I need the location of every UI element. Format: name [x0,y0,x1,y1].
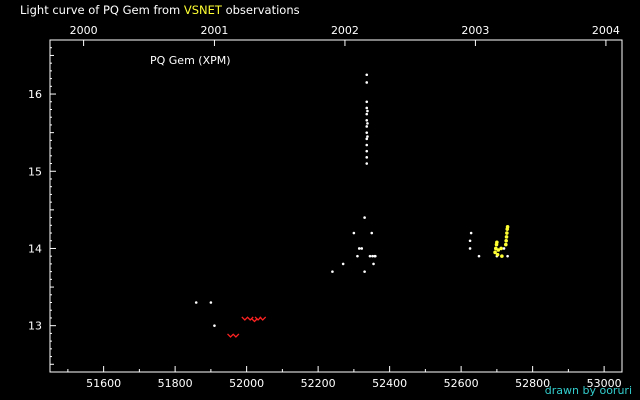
data-point [374,254,377,258]
x-tick-label: 52600 [444,377,479,390]
data-point [499,246,503,251]
data-point [366,122,369,125]
year-tick-label: 2000 [70,24,98,37]
data-point [331,270,334,273]
data-point [365,112,369,116]
y-tick-label: 15 [28,165,42,178]
data-point [504,235,509,239]
data-point [356,254,359,258]
data-point [504,238,508,243]
x-tick-label: 51600 [86,377,121,390]
data-point [505,231,509,235]
data-point [365,149,369,153]
data-point [365,143,369,147]
data-point [502,247,506,250]
title-source: VSNET [183,3,222,17]
x-tick-label: 52800 [515,377,550,390]
data-point [194,301,198,304]
data-point [468,247,472,250]
data-point [477,254,481,258]
data-point [365,81,369,84]
x-tick-label: 53000 [587,377,622,390]
x-tick-label: 51800 [158,377,193,390]
data-point [209,301,213,304]
data-point [468,239,472,243]
data-point [469,231,473,235]
year-tick-label: 2003 [461,24,489,37]
data-point [365,125,369,128]
data-point [371,254,374,258]
data-point [360,247,364,250]
data-point [341,262,345,266]
data-point [372,262,375,266]
object-label: PQ Gem (XPM) [150,54,231,67]
data-point [365,162,369,165]
data-point [365,100,369,104]
data-point [368,254,372,258]
y-tick-label: 13 [28,320,42,333]
y-tick-label: 14 [28,242,42,255]
axes: 51600 51800 52000 52200 52400 52600 52800 53000… [28,24,622,390]
year-tick-label: 2004 [592,24,620,37]
plot-frame [49,39,623,373]
data-point [495,252,500,257]
data-point [496,248,501,252]
upper-limit-mark [251,318,258,323]
data-point [365,131,369,134]
data-point [504,242,508,247]
data-points [194,73,510,338]
title-suffix: observations [221,3,300,17]
upper-limit-mark [259,316,267,321]
x-tick-label: 52000 [229,377,264,390]
data-point [365,118,369,122]
data-point [500,254,504,258]
data-point [366,109,369,113]
upper-limit-mark [232,333,240,338]
data-point [213,324,216,327]
credit-text: drawn by ooruri [544,384,632,397]
upper-limit-mark [246,316,254,321]
data-point [365,156,369,159]
data-point [357,247,361,250]
upper-limit-mark [227,333,234,338]
year-tick-label: 2002 [331,24,359,37]
data-point [365,137,369,141]
x-tick-label: 52200 [301,377,336,390]
data-point [365,106,369,110]
title-prefix: Light curve of PQ Gem from [20,3,184,17]
data-point [505,225,510,229]
data-point [495,240,499,245]
data-point [352,231,356,235]
data-point [366,135,369,138]
data-point [493,250,497,255]
data-point [363,216,366,219]
year-tick-label: 2001 [200,24,228,37]
upper-limit-mark [241,316,249,321]
data-point [365,73,369,77]
x-tick-label: 52400 [372,377,407,390]
y-tick-label: 16 [28,88,42,101]
data-point [363,270,366,273]
data-point [506,254,509,258]
data-point [370,231,374,235]
chart-title: Light curve of PQ Gem from VSNET observa… [20,3,300,17]
